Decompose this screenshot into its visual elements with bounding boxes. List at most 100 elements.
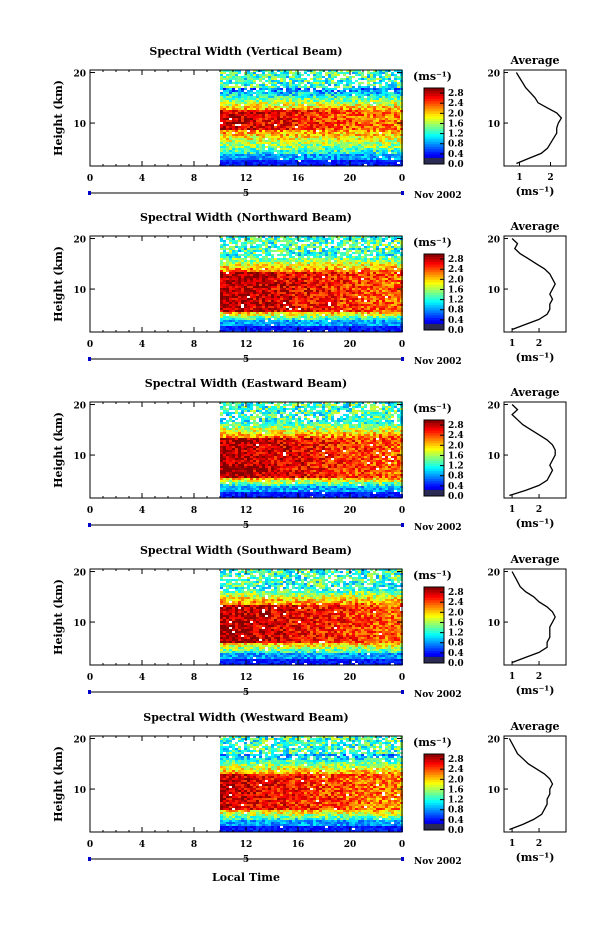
date-label: Nov 2002	[414, 857, 462, 867]
panel-title: Spectral Width (Vertical Beam)	[149, 45, 342, 58]
colorbar	[424, 254, 444, 331]
profile-x-tick-label: 2	[536, 505, 542, 515]
colorbar-tick-label: 2.0	[448, 441, 464, 451]
x-tick-label: 12	[240, 340, 253, 350]
x-tick-label: 8	[191, 506, 197, 516]
x-tick-label: 12	[240, 673, 253, 683]
profile-y-tick-label: 20	[487, 70, 500, 80]
x-tick-label: 8	[191, 840, 197, 850]
heatmap-cells	[220, 402, 403, 498]
colorbar-tick-label: 2.0	[448, 275, 464, 285]
profile-x-label: (ms⁻¹)	[516, 351, 555, 364]
day-axis-start	[88, 357, 91, 361]
profile-frame	[503, 568, 567, 666]
profile-title: Average	[509, 386, 559, 399]
colorbar-frame	[423, 586, 445, 664]
colorbar	[424, 754, 444, 831]
colorbar-tick-label: 1.6	[448, 285, 464, 295]
profile-line	[511, 571, 556, 664]
colorbar-frame	[423, 253, 445, 331]
y-tick-label: 20	[73, 569, 86, 579]
day-axis-end	[401, 191, 404, 195]
profile-frame	[503, 69, 567, 167]
y-axis-label: Height (km)	[52, 80, 65, 156]
panel-0: Spectral Width (Vertical Beam)0 4 8 12 16 20 0…	[52, 45, 567, 201]
y-axis-label: Height (km)	[52, 246, 65, 322]
day-axis-end	[401, 690, 404, 694]
profile-x-tick-label: 1	[509, 505, 515, 515]
profile-y-tick-label: 20	[487, 402, 500, 412]
y-axis-label: Height (km)	[52, 746, 65, 822]
colorbar-tick-label: 2.4	[448, 265, 464, 275]
profile-frame	[503, 401, 567, 499]
colorbar-tick-label: 0.0	[448, 160, 464, 170]
profile-line	[509, 404, 556, 497]
panel-3: Spectral Width (Southward Beam)0 4 8 12 16 20…	[52, 544, 567, 700]
colorbar-tick-label: 0.4	[448, 649, 464, 659]
colorbar-frame	[423, 753, 445, 831]
colorbar-unit: (ms⁻¹)	[413, 736, 452, 749]
colorbar-tick-label: 0.4	[448, 316, 464, 326]
profile-x-label: (ms⁻¹)	[516, 684, 555, 697]
colorbar-tick-label: 2.4	[448, 99, 464, 109]
colorbar-tick-label: 2.8	[448, 588, 464, 598]
y-tick-label: 10	[73, 120, 86, 130]
x-tick-label: 0	[399, 174, 405, 184]
x-tick-label: 4	[139, 840, 145, 850]
x-tick-label: 16	[292, 673, 305, 683]
profile-x-tick-label: 1	[509, 839, 515, 849]
profile-y-tick-label: 10	[487, 286, 500, 296]
day-axis-start	[88, 690, 91, 694]
colorbar-tick-label: 2.4	[448, 598, 464, 608]
colorbar-tick-label: 1.6	[448, 618, 464, 628]
y-tick-label: 20	[73, 736, 86, 746]
panel-title: Spectral Width (Eastward Beam)	[145, 377, 347, 390]
colorbar-tick-label: 2.8	[448, 755, 464, 765]
colorbar-unit: (ms⁻¹)	[413, 236, 452, 249]
colorbar-tick-label: 0.0	[448, 492, 464, 502]
x-tick-label: 0	[399, 673, 405, 683]
day-axis-end	[401, 357, 404, 361]
colorbar-tick-label: 2.0	[448, 775, 464, 785]
colorbar-tick-label: 1.6	[448, 785, 464, 795]
x-axis-label: Local Time	[212, 871, 280, 884]
profile-x-tick-label: 1	[509, 672, 515, 682]
colorbar-unit: (ms⁻¹)	[413, 569, 452, 582]
panel-title: Spectral Width (Westward Beam)	[143, 711, 348, 724]
day-axis-start	[88, 191, 91, 195]
day-label: 5	[243, 355, 249, 365]
panel-1: Spectral Width (Northward Beam)0 4 8 12 16 20…	[52, 211, 567, 367]
profile-title: Average	[509, 553, 559, 566]
date-label: Nov 2002	[414, 357, 462, 367]
profile-y-tick-label: 20	[487, 569, 500, 579]
profile-y-tick-label: 10	[487, 452, 500, 462]
y-tick-label: 10	[73, 786, 86, 796]
colorbar-tick-label: 1.2	[448, 296, 464, 306]
x-tick-label: 16	[292, 340, 305, 350]
profile-y-tick-label: 10	[487, 786, 500, 796]
colorbar-tick-label: 0.4	[448, 816, 464, 826]
colorbar	[424, 420, 444, 497]
profile-x-tick-label: 2	[536, 839, 542, 849]
profile-frame	[503, 735, 567, 833]
profile-y-tick-label: 10	[487, 120, 500, 130]
profile-x-tick-label: 2	[536, 339, 542, 349]
profile-y-tick-label: 10	[487, 619, 500, 629]
x-tick-label: 0	[87, 673, 93, 683]
heatmap-cells	[220, 70, 403, 166]
colorbar-tick-label: 1.6	[448, 119, 464, 129]
colorbar-tick-label: 1.2	[448, 462, 464, 472]
colorbar-tick-label: 0.8	[448, 806, 464, 816]
colorbar-tick-label: 1.6	[448, 451, 464, 461]
day-label: 5	[243, 521, 249, 531]
x-tick-label: 8	[191, 174, 197, 184]
profile-y-tick-label: 20	[487, 736, 500, 746]
panel-title: Spectral Width (Southward Beam)	[140, 544, 352, 557]
profile-x-tick-label: 2	[536, 672, 542, 682]
colorbar-tick-label: 1.2	[448, 130, 464, 140]
date-label: Nov 2002	[414, 191, 462, 201]
profile-frame	[503, 235, 567, 333]
x-tick-label: 0	[399, 340, 405, 350]
x-tick-label: 4	[139, 340, 145, 350]
